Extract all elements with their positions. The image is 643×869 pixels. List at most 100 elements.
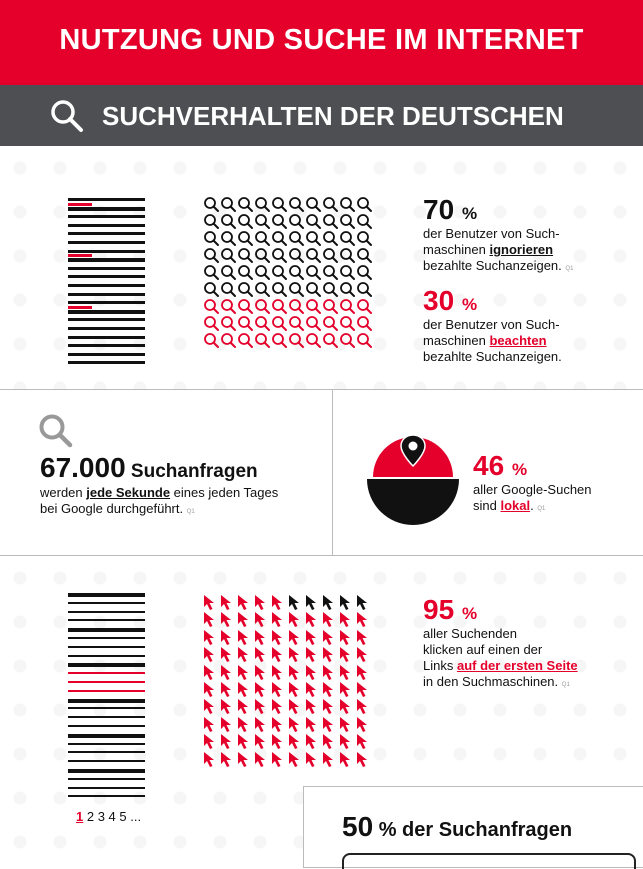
cursor-icon — [306, 647, 316, 663]
search-icon — [289, 197, 304, 212]
cursor-icon — [340, 647, 350, 663]
page-title: NUTZUNG UND SUCHE IM INTERNET — [59, 24, 584, 56]
result-line — [68, 292, 145, 296]
cursor-icon — [289, 629, 299, 645]
cursor-icon — [289, 612, 299, 628]
cursor-icon — [238, 612, 248, 628]
cursor-icon — [204, 595, 214, 610]
cursor-icon — [306, 612, 316, 628]
search-icon — [357, 248, 372, 263]
result-line — [68, 241, 145, 244]
cursor-icon — [357, 716, 367, 732]
local-search-chart — [367, 434, 459, 525]
search-icon — [221, 316, 236, 331]
divider — [0, 389, 643, 390]
search-icon — [272, 248, 287, 263]
result-line — [68, 327, 145, 330]
search-icon — [306, 265, 321, 280]
cursor-icon — [221, 751, 231, 767]
first-page-value: 95 — [423, 594, 455, 625]
cursor-icon — [272, 629, 282, 645]
cursor-icon — [357, 681, 367, 697]
cursor-icon — [306, 595, 316, 610]
result-line — [68, 198, 145, 201]
cursor-icon — [272, 681, 282, 697]
search-icon — [289, 299, 304, 314]
cursor-icon — [289, 734, 299, 750]
cursor-icon — [340, 734, 350, 750]
stat-notice-text: der Benutzer von Such- maschinen beachte… — [423, 317, 562, 364]
stat-first-page: 95 % aller Suchenden klicken auf einen d… — [423, 594, 623, 693]
cursor-icon — [221, 664, 231, 680]
search-icon — [289, 265, 304, 280]
cursor-icon — [323, 664, 333, 680]
cursor-icon — [255, 612, 265, 628]
cursor-icon — [221, 699, 231, 715]
search-icon — [272, 282, 287, 297]
search-icon — [357, 299, 372, 314]
search-icon — [323, 282, 338, 297]
cursor-icon — [357, 595, 367, 610]
search-icon — [272, 214, 287, 229]
cursor-icon — [323, 699, 333, 715]
result-line — [68, 742, 145, 745]
search-icon — [238, 248, 253, 263]
cursor-icon — [340, 629, 350, 645]
cursor-icon — [238, 734, 248, 750]
result-line — [68, 637, 145, 639]
cursor-icon — [238, 751, 248, 767]
search-icon — [357, 265, 372, 280]
stat-ignore-value: 70 — [423, 194, 455, 225]
result-line — [68, 610, 145, 613]
search-icon — [306, 214, 321, 229]
search-icon — [204, 265, 219, 280]
search-icon — [306, 231, 321, 246]
local-text: aller Google-Suchen sind lokal. Q1 — [473, 482, 592, 513]
cursor-icon — [238, 716, 248, 732]
cursor-icon — [238, 629, 248, 645]
result-line — [68, 232, 145, 236]
cursor-icon — [306, 629, 316, 645]
search-icon — [238, 299, 253, 314]
queries-text: werden jede Sekunde eines jeden Tages be… — [40, 485, 279, 516]
cursor-icon — [238, 681, 248, 697]
ad-line — [68, 202, 92, 206]
search-icon — [238, 214, 253, 229]
cursor-icon — [289, 699, 299, 715]
cursor-icon — [255, 647, 265, 663]
cursor-icon — [306, 716, 316, 732]
cursor-icon — [306, 751, 316, 767]
search-icon — [272, 316, 287, 331]
search-icon — [204, 214, 219, 229]
result-line — [68, 760, 145, 763]
remaining-share-segment — [367, 479, 459, 525]
result-line — [68, 698, 145, 703]
stat-ignore: 70 % der Benutzer von Such- maschinen ig… — [423, 194, 623, 277]
highlight-line — [68, 672, 145, 675]
search-icon — [255, 316, 270, 331]
pagination: 1 2 3 4 5 ... — [76, 809, 141, 824]
cursor-icon — [289, 647, 299, 663]
search-icon — [289, 248, 304, 263]
cursor-icon — [221, 612, 231, 628]
search-icon — [204, 231, 219, 246]
search-icon — [357, 282, 372, 297]
result-line — [68, 733, 145, 738]
cursor-icon — [255, 629, 265, 645]
cursor-icon — [204, 716, 214, 732]
search-icon — [272, 265, 287, 280]
cursor-icon — [238, 664, 248, 680]
cursor-icon — [340, 699, 350, 715]
highlight-line — [68, 689, 145, 692]
result-line — [68, 751, 145, 754]
cursor-icon — [323, 629, 333, 645]
result-line — [68, 786, 145, 789]
search-icon — [340, 282, 355, 297]
per-second-emphasis: jede Sekunde — [86, 485, 171, 500]
cursor-icon — [289, 716, 299, 732]
search-icon — [272, 231, 287, 246]
search-icon — [289, 333, 304, 348]
search-icon — [357, 197, 372, 212]
cursor-icon — [221, 595, 231, 610]
search-icon — [204, 333, 219, 348]
